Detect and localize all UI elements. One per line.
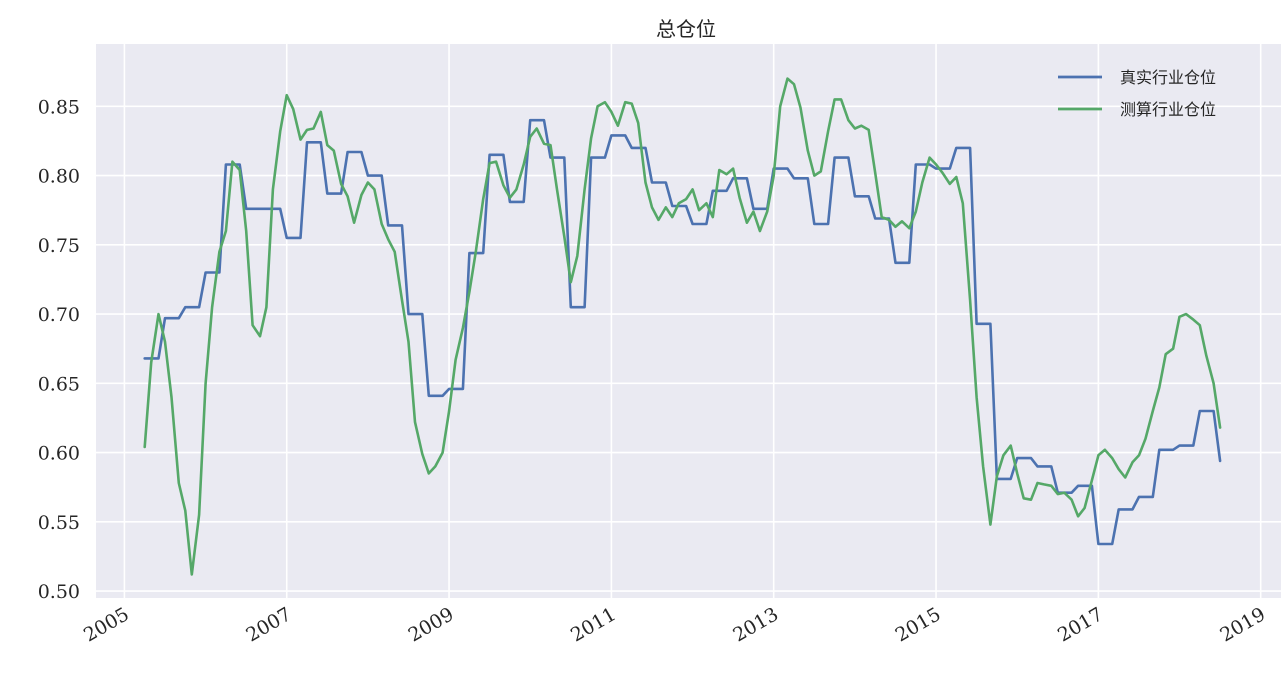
x-tick-label: 2017 xyxy=(1054,603,1107,646)
x-tick-label: 2011 xyxy=(567,603,620,646)
y-tick-label: 0.80 xyxy=(38,166,80,188)
plot-area xyxy=(96,44,1281,598)
series-1 xyxy=(143,118,1222,546)
y-tick-label: 0.75 xyxy=(38,235,80,257)
grid xyxy=(96,44,1281,598)
series-2 xyxy=(143,77,1222,576)
series-line-2 xyxy=(143,77,1222,576)
y-tick-label: 0.85 xyxy=(38,96,80,118)
x-axis: 2005 2007 2009 2011 2013 2015 2017 2019 xyxy=(80,603,1269,646)
x-tick-label: 2015 xyxy=(892,603,945,646)
y-axis: 0.50 0.55 0.60 0.65 0.70 0.75 0.80 0.85 xyxy=(38,96,80,603)
legend-label-1: 真实行业仓位 xyxy=(1120,68,1216,87)
chart-title: 总仓位 xyxy=(656,17,716,41)
x-tick-label: 2009 xyxy=(405,603,458,646)
y-tick-label: 0.50 xyxy=(38,581,80,603)
y-tick-label: 0.70 xyxy=(38,304,80,326)
y-tick-label: 0.60 xyxy=(38,443,80,465)
series-lines xyxy=(143,77,1222,576)
y-tick-label: 0.65 xyxy=(38,373,80,395)
legend-label-2: 测算行业仓位 xyxy=(1120,100,1216,119)
x-tick-label: 2013 xyxy=(729,603,782,646)
x-tick-label: 2005 xyxy=(80,603,133,646)
y-tick-label: 0.55 xyxy=(38,512,80,534)
x-tick-label: 2019 xyxy=(1216,603,1269,646)
series-line-1 xyxy=(143,118,1222,546)
x-tick-label: 2007 xyxy=(242,603,295,646)
